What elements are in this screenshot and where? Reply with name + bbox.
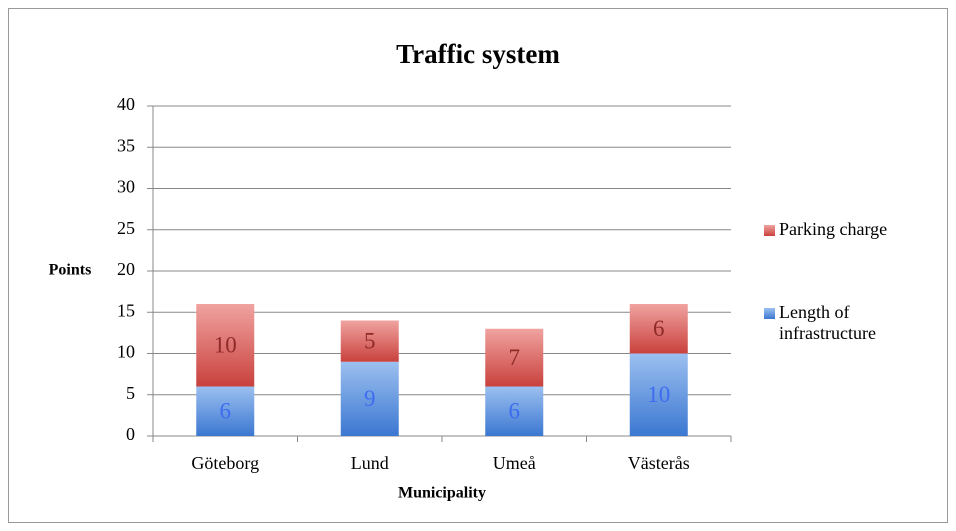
chart-title: Traffic system <box>396 39 560 69</box>
y-tick-label: 40 <box>117 94 135 114</box>
data-label: 5 <box>364 328 376 353</box>
data-label: 6 <box>220 399 232 424</box>
chart-border <box>8 8 948 523</box>
legend-swatch <box>764 308 775 319</box>
data-label: 6 <box>509 399 521 424</box>
data-label: 9 <box>364 386 376 411</box>
bar-segment <box>340 361 399 436</box>
legend-label: Parking charge <box>779 219 887 239</box>
data-label: 7 <box>509 345 521 370</box>
x-tick-label: Västerås <box>628 453 690 473</box>
x-tick-label: Umeå <box>493 453 536 473</box>
y-axis-label: Points <box>49 262 92 279</box>
bar-segment <box>485 328 544 387</box>
bar-segment <box>196 304 255 387</box>
y-tick-label: 10 <box>117 342 135 362</box>
data-label: 10 <box>647 382 670 407</box>
bar-segment <box>629 353 688 436</box>
x-tick-label: Lund <box>351 453 389 473</box>
y-tick-label: 15 <box>117 300 135 320</box>
x-tick-label: Göteborg <box>191 453 259 473</box>
y-tick-label: 0 <box>126 424 135 444</box>
bar-segment <box>629 304 688 354</box>
bar-segment <box>196 386 255 436</box>
legend-label: Length of infrastructure <box>779 302 876 343</box>
bar-segment <box>485 386 544 436</box>
y-tick-label: 25 <box>117 218 135 238</box>
legend-swatch <box>764 225 775 236</box>
y-tick-label: 20 <box>117 259 135 279</box>
y-tick-label: 35 <box>117 135 135 155</box>
x-axis-label: Municipality <box>398 485 486 502</box>
y-tick-label: 5 <box>126 383 135 403</box>
bar-segment <box>340 320 399 362</box>
y-tick-label: 30 <box>117 177 135 197</box>
data-label: 6 <box>653 316 665 341</box>
data-label: 10 <box>214 333 237 358</box>
